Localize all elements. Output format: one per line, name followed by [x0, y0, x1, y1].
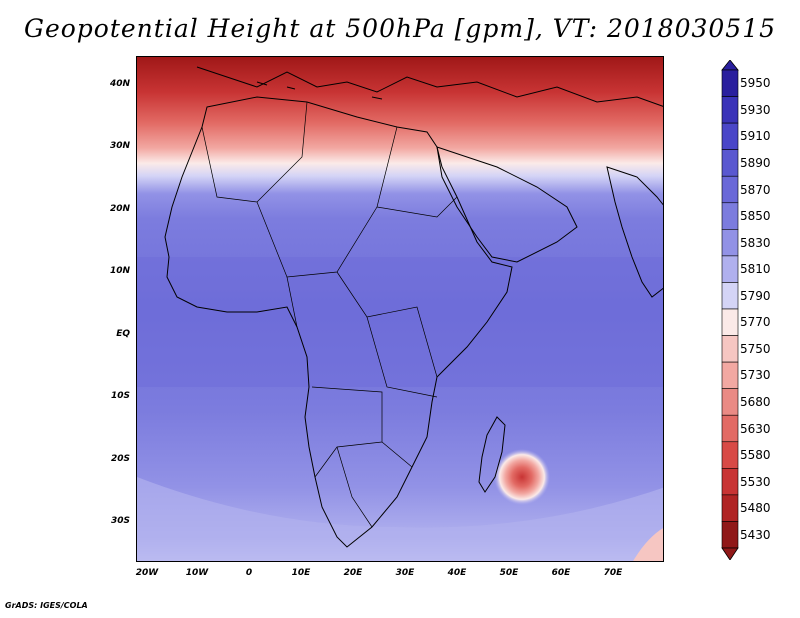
colorbar-swatch — [721, 96, 739, 124]
cutoff-low — [494, 449, 550, 505]
lat-label-10s: 10S — [110, 391, 130, 401]
lat-label-30n: 30N — [109, 141, 130, 151]
colorbar-label: 5910 — [740, 129, 771, 144]
colorbar-swatch — [721, 494, 739, 522]
arabia-coastline — [436, 146, 578, 263]
colorbar-label: 5680 — [740, 394, 771, 409]
colorbar-swatch — [721, 69, 739, 97]
colorbar-swatch — [721, 441, 739, 469]
colorbar-label: 5480 — [740, 501, 771, 516]
colorbar-label: 5430 — [740, 527, 771, 542]
lon-label-70e: 70E — [603, 568, 623, 578]
colorbar-swatch — [721, 255, 739, 283]
colorbar-label: 5790 — [740, 288, 771, 303]
colorbar-label: 5830 — [740, 235, 771, 250]
lon-label-0: 0 — [245, 568, 253, 578]
colorbar-swatch — [721, 521, 739, 549]
colorbar-swatch — [721, 175, 739, 204]
lon-label-20w: 20W — [135, 568, 159, 578]
colorbar-label: 5530 — [740, 474, 771, 489]
colorbar-swatch — [721, 414, 739, 443]
colorbar-swatch — [721, 361, 739, 389]
map-panel — [136, 56, 664, 562]
chart-title: Geopotential Height at 500hPa [gpm], VT:… — [23, 14, 777, 43]
colorbar-bottom-arrow — [721, 547, 739, 560]
africa-coastline — [164, 96, 513, 548]
southern-ridge — [633, 528, 663, 561]
lat-label-eq: EQ — [116, 329, 130, 339]
lon-label-10w: 10W — [185, 568, 209, 578]
map-svg — [137, 57, 663, 561]
colorbar-top-arrow — [721, 60, 739, 71]
colorbar-swatch — [721, 122, 739, 150]
lat-label-30s: 30S — [110, 516, 130, 526]
colorbar-label: 5580 — [740, 448, 771, 463]
lon-label-40e: 40E — [447, 568, 467, 578]
colorbar-swatch — [721, 149, 739, 177]
lon-label-20e: 20E — [343, 568, 363, 578]
colorbar-swatches — [721, 60, 739, 560]
lon-label-10e: 10E — [291, 568, 311, 578]
height-field — [137, 57, 663, 561]
colorbar-label: 5730 — [740, 368, 771, 383]
colorbar-swatch — [721, 202, 739, 230]
colorbar-swatch — [721, 282, 739, 310]
lat-label-20n: 20N — [109, 204, 130, 214]
madagascar-coastline — [478, 416, 506, 493]
credit-text: GrADS: IGES/COLA — [5, 601, 88, 610]
colorbar-label: 5890 — [740, 155, 771, 170]
mediterranean-islands — [256, 81, 383, 100]
colorbar-swatch — [721, 468, 739, 496]
colorbar-swatch — [721, 335, 739, 363]
colorbar: 5950 5930 5910 5890 5870 5850 5830 5810 5790 5770… — [720, 60, 800, 560]
colorbar-swatch — [721, 229, 739, 257]
lat-label-10n: 10N — [109, 266, 130, 276]
colorbar-label: 5810 — [740, 262, 771, 277]
colorbar-swatch — [721, 388, 739, 416]
colorbar-label: 5930 — [740, 102, 771, 117]
lat-label-20s: 20S — [110, 454, 130, 464]
colorbar-label: 5750 — [740, 341, 771, 356]
southern-belt — [137, 477, 663, 561]
colorbar-label: 5770 — [740, 315, 771, 330]
tropical-band — [137, 257, 663, 387]
lat-label-40n: 40N — [109, 79, 130, 89]
india-coastline — [606, 166, 663, 298]
colorbar-label: 5870 — [740, 182, 771, 197]
colorbar-label: 5950 — [740, 76, 771, 91]
lon-label-30e: 30E — [395, 568, 415, 578]
colorbar-label: 5850 — [740, 209, 771, 224]
colorbar-label: 5630 — [740, 421, 771, 436]
lon-label-50e: 50E — [499, 568, 519, 578]
europe-coastline — [196, 66, 663, 107]
colorbar-swatch — [721, 308, 739, 336]
country-borders — [201, 101, 458, 528]
lon-label-60e: 60E — [551, 568, 571, 578]
